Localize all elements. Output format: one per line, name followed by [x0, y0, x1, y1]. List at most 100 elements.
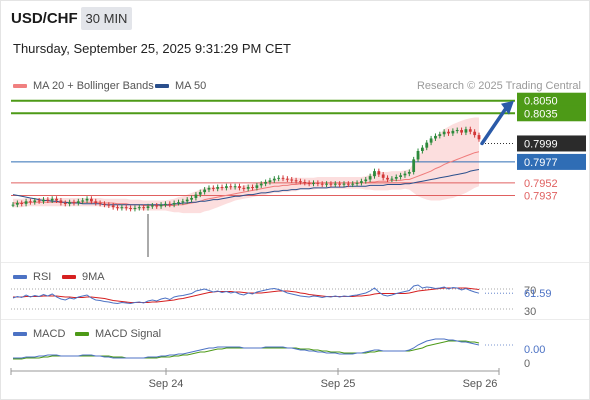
candle-body	[338, 183, 342, 185]
candle-body	[159, 204, 163, 207]
candle-body	[59, 200, 63, 203]
x-tick-label-0: Sep 24	[149, 378, 184, 390]
candle-body	[81, 200, 85, 202]
candle-body	[272, 178, 276, 181]
legend-swatch-ma20	[13, 84, 27, 89]
candle-body	[333, 183, 337, 185]
candle-body	[420, 147, 424, 152]
x-tick-label-2: Sep 26	[463, 378, 498, 390]
candle-body	[281, 177, 285, 179]
candle-body	[33, 200, 37, 203]
candle-body	[72, 202, 76, 204]
macd-line	[13, 338, 480, 359]
candle-body	[15, 202, 19, 205]
candle-body	[307, 182, 311, 184]
candle-body	[107, 204, 111, 206]
rsi-axis-label-0: 70	[524, 285, 536, 297]
candle-body	[399, 175, 403, 177]
candle-body	[146, 206, 150, 209]
price-level-label-4: 0.7937	[524, 190, 558, 202]
legend-swatch-rsi	[13, 275, 27, 280]
candle-body	[120, 207, 124, 209]
timeframe-badge[interactable]: 30 MIN	[81, 7, 132, 30]
candle-body	[342, 183, 346, 185]
candle-body	[203, 189, 207, 193]
forecast-arrow-shaft	[480, 104, 509, 146]
candle-body	[168, 203, 172, 205]
candle-body	[381, 174, 385, 178]
candle-body	[259, 183, 263, 186]
candle-body	[63, 202, 67, 204]
candle-body	[216, 187, 220, 189]
legend-rsi: RSI	[13, 271, 51, 283]
candle-body	[468, 129, 472, 132]
symbol-title: USD/CHF	[11, 10, 78, 27]
legend-label-ma50: MA 50	[175, 80, 207, 92]
candle-body	[116, 207, 119, 209]
candle-body	[20, 202, 24, 204]
candle-body	[98, 202, 102, 204]
candle-body	[190, 197, 193, 200]
candle-body	[42, 199, 45, 202]
candle-body	[155, 205, 159, 207]
candle-body	[473, 131, 477, 136]
candle-body	[416, 151, 420, 160]
candle-body	[325, 183, 328, 185]
panel-separator-macd	[1, 319, 589, 320]
price-level-label-1: 0.8035	[524, 108, 558, 120]
candle-body	[55, 198, 58, 201]
last-price-tag	[517, 135, 586, 152]
last-price-label: 0.7999	[524, 138, 558, 150]
candle-body	[198, 192, 202, 195]
candle-body	[390, 178, 394, 180]
candle-body	[294, 180, 298, 182]
legend-swatch-ma50	[155, 84, 169, 89]
candle-body	[225, 186, 228, 188]
legend-label-signal: MACD Signal	[95, 328, 162, 340]
candle-body	[29, 201, 32, 203]
candle-body	[46, 199, 50, 201]
candle-body	[207, 187, 211, 190]
candle-body	[233, 186, 237, 188]
price-level-tag-0	[517, 92, 586, 109]
price-level-label-0: 0.8050	[524, 96, 558, 108]
ma50-line	[12, 169, 480, 206]
legend-swatch-9ma	[62, 275, 76, 280]
macd-zero-label: 0	[524, 358, 530, 370]
candle-body	[142, 207, 146, 209]
candle-body	[412, 159, 416, 172]
candle-body	[351, 183, 355, 185]
candle-body	[76, 201, 80, 203]
candle-body	[111, 205, 115, 208]
candle-body	[150, 205, 154, 207]
candle-body	[50, 198, 54, 201]
candle-body	[455, 130, 459, 132]
research-credit: Research © 2025 Trading Central	[416, 80, 581, 92]
candle-body	[133, 208, 137, 210]
candle-body	[238, 186, 241, 188]
candle-body	[368, 176, 372, 180]
candle-body	[24, 201, 28, 204]
candle-body	[242, 187, 246, 189]
candle-body	[68, 202, 72, 204]
candle-body	[255, 185, 259, 188]
candle-body	[277, 177, 281, 179]
candle-body	[425, 142, 429, 148]
price-level-tag-1	[517, 105, 586, 122]
candle-body	[346, 183, 350, 185]
candle-body	[377, 171, 381, 175]
candle-body	[194, 194, 198, 198]
candle-body	[373, 171, 376, 177]
candle-body	[129, 208, 132, 210]
candle-body	[460, 130, 463, 133]
candle-body	[177, 202, 180, 204]
candle-body	[364, 179, 368, 182]
candle-body	[360, 181, 363, 183]
candle-body	[37, 200, 41, 202]
candle-body	[447, 131, 450, 134]
price-level-tag-2	[517, 153, 586, 170]
legend-macd-signal: MACD Signal	[75, 328, 161, 340]
candle-body	[103, 203, 106, 205]
candle-body	[251, 187, 254, 189]
